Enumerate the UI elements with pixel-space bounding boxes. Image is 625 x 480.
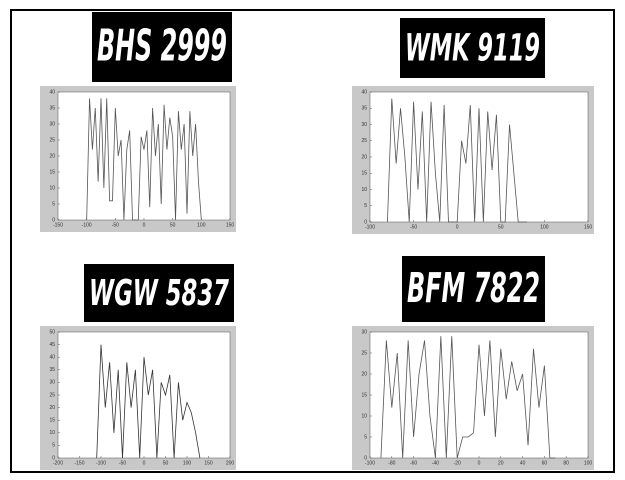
y-tick-label: 50 (49, 329, 55, 335)
y-tick-label: 10 (361, 413, 367, 419)
x-tick-label: -150 (74, 460, 84, 466)
y-tick-label: 5 (52, 443, 55, 449)
plot-area (369, 331, 589, 459)
y-tick-label: 25 (49, 392, 55, 398)
y-tick-label: 10 (361, 187, 367, 193)
y-tick-label: 30 (49, 380, 55, 386)
y-tick-label: 25 (361, 138, 367, 144)
profile-line (96, 344, 201, 459)
x-tick-label: 50 (163, 460, 169, 466)
y-tick-label: 30 (361, 122, 367, 128)
y-tick-label: 0 (52, 455, 55, 461)
plate-image (92, 12, 232, 82)
x-tick-label: -200 (53, 460, 63, 466)
y-tick-label: 20 (49, 153, 55, 159)
y-tick-label: 20 (361, 154, 367, 160)
y-tick-label: 20 (49, 405, 55, 411)
x-tick-label: -150 (53, 222, 63, 228)
x-tick-label: -80 (388, 460, 395, 466)
x-tick-label: 150 (226, 222, 235, 228)
x-tick-label: -60 (410, 460, 417, 466)
profile-line (86, 98, 202, 221)
y-tick-label: 30 (49, 121, 55, 127)
x-tick-label: -40 (432, 460, 439, 466)
profile-line (387, 98, 527, 223)
y-tick-label: 15 (361, 171, 367, 177)
y-tick-label: 10 (49, 430, 55, 436)
y-tick-label: 20 (361, 371, 367, 377)
plate-text: BHS 2999 (97, 22, 227, 72)
y-tick-label: 25 (49, 137, 55, 143)
plate-image (402, 256, 545, 322)
x-tick-label: 50 (170, 222, 176, 228)
x-tick-label: 100 (584, 460, 593, 466)
y-tick-label: 0 (364, 455, 367, 461)
plate-image (84, 264, 234, 322)
x-tick-label: 0 (143, 222, 146, 228)
y-tick-label: 35 (49, 105, 55, 111)
x-tick-label: -100 (365, 460, 375, 466)
x-tick-label: 100 (540, 224, 549, 230)
x-tick-label: 0 (478, 460, 481, 466)
y-tick-label: 5 (52, 201, 55, 207)
x-tick-label: -50 (112, 222, 119, 228)
y-tick-label: 10 (49, 185, 55, 191)
x-tick-label: -100 (82, 222, 92, 228)
y-tick-label: 0 (52, 217, 55, 223)
x-tick-label: 0 (143, 460, 146, 466)
x-tick-label: 60 (542, 460, 548, 466)
y-tick-label: 35 (361, 106, 367, 112)
y-tick-label: 40 (361, 89, 367, 95)
x-tick-label: 100 (183, 460, 192, 466)
y-tick-label: 25 (361, 350, 367, 356)
y-tick-label: 45 (49, 342, 55, 348)
x-tick-label: 50 (498, 224, 504, 230)
x-tick-label: 100 (197, 222, 206, 228)
y-tick-label: 15 (49, 418, 55, 424)
y-tick-label: 40 (49, 355, 55, 361)
plot-area (57, 331, 231, 459)
y-tick-label: 30 (361, 329, 367, 335)
x-tick-label: 200 (226, 460, 235, 466)
x-tick-label: 150 (204, 460, 213, 466)
plate-text: WMK 9119 (405, 26, 540, 70)
x-tick-label: 40 (520, 460, 526, 466)
y-tick-label: 15 (49, 169, 55, 175)
y-tick-label: 5 (364, 203, 367, 209)
x-tick-label: -100 (96, 460, 106, 466)
x-tick-label: 150 (584, 224, 593, 230)
x-tick-label: -50 (119, 460, 126, 466)
y-tick-label: 5 (364, 434, 367, 440)
y-tick-label: 35 (49, 367, 55, 373)
x-tick-label: -100 (365, 224, 375, 230)
y-tick-label: 0 (364, 219, 367, 225)
y-tick-label: 15 (361, 392, 367, 398)
x-tick-label: 80 (563, 460, 569, 466)
plate-text: WGW 5837 (89, 273, 229, 314)
x-tick-label: -20 (454, 460, 461, 466)
x-tick-label: -50 (410, 224, 417, 230)
plot-area (57, 91, 231, 221)
x-tick-label: 0 (456, 224, 459, 230)
y-tick-label: 40 (49, 89, 55, 95)
profile-line (380, 336, 556, 459)
x-tick-label: 20 (498, 460, 504, 466)
plate-text: BFM 7822 (407, 264, 540, 312)
plate-image (400, 18, 545, 78)
